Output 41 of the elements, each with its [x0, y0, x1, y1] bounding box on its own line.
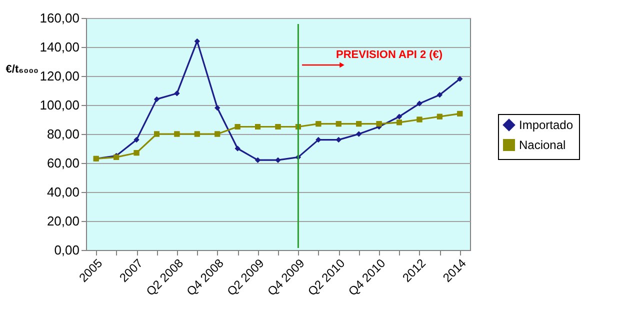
point — [234, 146, 240, 152]
point — [234, 124, 240, 130]
y-tick-label: 80,00 — [46, 126, 80, 142]
point — [134, 150, 140, 156]
point — [356, 121, 362, 127]
point — [174, 131, 180, 137]
y-tick-label: 60,00 — [46, 156, 80, 170]
legend-label: Nacional — [519, 138, 566, 152]
point — [194, 131, 200, 137]
point — [336, 121, 342, 127]
point — [416, 116, 422, 122]
y-tick-label: 140,00 — [40, 40, 80, 54]
y-tick-label: 0,00 — [54, 242, 80, 258]
point — [214, 105, 220, 111]
point — [214, 131, 220, 137]
point — [396, 120, 402, 126]
y-tick-label: 100,00 — [40, 98, 80, 112]
point — [457, 76, 463, 82]
point — [154, 96, 160, 102]
point — [457, 110, 463, 116]
point — [356, 131, 362, 137]
point — [275, 124, 281, 130]
y-axis-title: €/t₆₀₀₀ — [6, 64, 39, 76]
point — [275, 157, 281, 163]
point — [194, 38, 200, 44]
point — [134, 137, 140, 143]
point — [396, 114, 402, 120]
y-tick-label: 20,00 — [46, 214, 80, 228]
point — [174, 90, 180, 96]
point — [436, 92, 442, 98]
y-tick-label: 160,00 — [40, 10, 80, 26]
y-tick-label: 120,00 — [40, 68, 80, 84]
annotation: PREVISION API 2 (€) — [336, 49, 443, 61]
point — [255, 124, 261, 130]
point — [376, 121, 382, 127]
legend-label: Importado — [519, 118, 574, 132]
point — [316, 121, 322, 127]
point — [416, 100, 422, 106]
point — [436, 114, 442, 120]
point — [154, 131, 160, 137]
y-tick-label: 40,00 — [46, 184, 80, 200]
